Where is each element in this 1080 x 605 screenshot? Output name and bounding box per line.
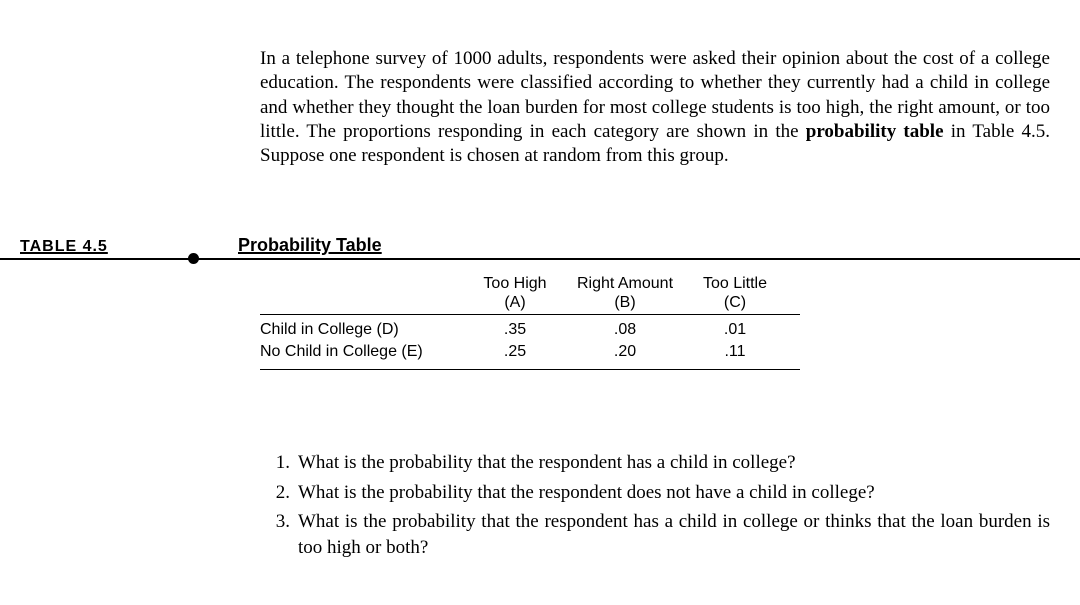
col-head-b-top: Right Amount [577, 275, 673, 292]
cell-1-0: .25 [460, 341, 570, 363]
col-head-b: Right Amount (B) [570, 274, 680, 312]
probability-table: Too High (A) Right Amount (B) Too Little… [260, 270, 800, 370]
intro-bold: probability table [806, 121, 944, 142]
col-head-c-top: Too Little [703, 275, 767, 292]
table-body: Child in College (D) .35 .08 .01 No Chil… [260, 314, 800, 369]
cell-0-0: .35 [460, 319, 570, 341]
table-marker-dot [188, 253, 199, 264]
row-1-label: No Child in College (E) [260, 341, 460, 363]
col-head-a-top: Too High [483, 275, 546, 292]
table-header-rule: TABLE 4.5 Probability Table [0, 258, 1080, 260]
table-row: No Child in College (E) .25 .20 .11 [260, 341, 800, 363]
question-2-num: 2. [260, 480, 298, 506]
cell-1-2: .11 [680, 341, 790, 363]
intro-paragraph: In a telephone survey of 1000 adults, re… [260, 28, 1050, 188]
cell-1-1: .20 [570, 341, 680, 363]
question-1-text: What is the probability that the respond… [298, 450, 1050, 476]
table-head: Too High (A) Right Amount (B) Too Little… [260, 270, 800, 312]
question-1: 1. What is the probability that the resp… [260, 450, 1050, 476]
table-row: Child in College (D) .35 .08 .01 [260, 319, 800, 341]
col-head-a: Too High (A) [460, 274, 570, 312]
table-title: Probability Table [238, 235, 382, 256]
question-1-num: 1. [260, 450, 298, 476]
question-3-text: What is the probability that the respond… [298, 509, 1050, 560]
col-head-b-sub: (B) [614, 294, 635, 311]
cell-0-1: .08 [570, 319, 680, 341]
cell-0-2: .01 [680, 319, 790, 341]
col-head-c-sub: (C) [724, 294, 746, 311]
question-2-text: What is the probability that the respond… [298, 480, 1050, 506]
row-0-label: Child in College (D) [260, 319, 460, 341]
questions-list: 1. What is the probability that the resp… [260, 450, 1050, 565]
col-head-c: Too Little (C) [680, 274, 790, 312]
question-3-num: 3. [260, 509, 298, 560]
question-3: 3. What is the probability that the resp… [260, 509, 1050, 560]
intro-text-block: In a telephone survey of 1000 adults, re… [260, 47, 1050, 169]
table-number-label: TABLE 4.5 [20, 238, 108, 256]
question-2: 2. What is the probability that the resp… [260, 480, 1050, 506]
col-head-a-sub: (A) [504, 294, 525, 311]
